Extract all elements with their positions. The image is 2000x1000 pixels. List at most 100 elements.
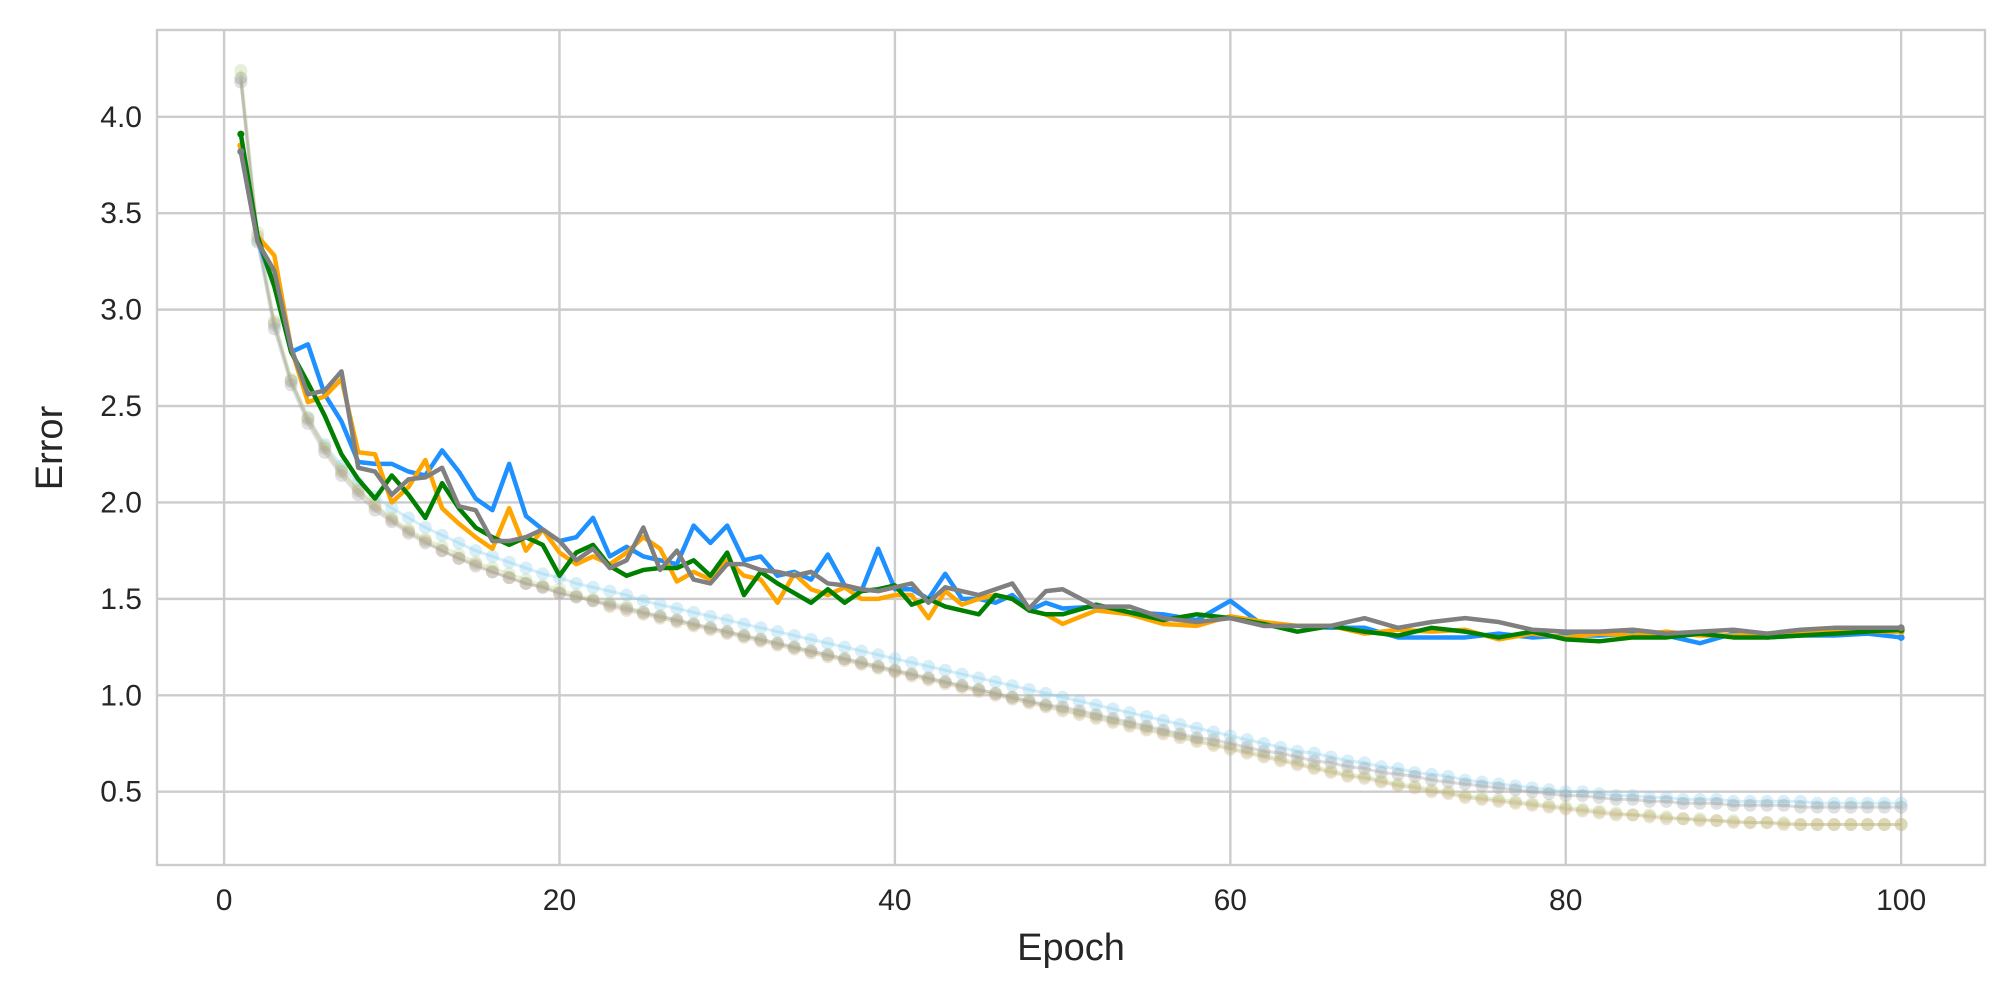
train-point [1274,747,1287,760]
train-point [955,668,968,681]
train-point [1542,801,1555,814]
train-point [989,675,1002,688]
train-point [352,488,365,501]
train-point [1559,803,1572,816]
train-point [1492,795,1505,808]
train-point [1408,781,1421,794]
train-point [1710,814,1723,827]
train-point [1828,801,1841,814]
train-point [1710,797,1723,810]
train-point [888,664,901,677]
train-point [1039,687,1052,700]
train-point [301,417,314,430]
x-tick-label: 0 [216,884,233,917]
train-point [1895,818,1908,831]
train-point [1760,816,1773,829]
train-point [519,562,532,575]
train-point [419,536,432,549]
train-point [1559,789,1572,802]
train-point [805,644,818,657]
train-point [754,633,767,646]
train-point [234,76,247,89]
train-point [1576,789,1589,802]
train-point [1677,812,1690,825]
train-point [603,598,616,611]
y-tick-label: 3.0 [100,294,142,327]
x-tick-label: 60 [1214,884,1247,917]
train-point [955,679,968,692]
validation-start-point [237,131,244,138]
train-point [1777,799,1790,812]
train-point [1392,768,1405,781]
train-point [536,567,549,580]
train-point [838,652,851,665]
train-point [704,621,717,634]
train-point [872,648,885,661]
train-point [654,610,667,623]
train-point [1509,797,1522,810]
train-point [1526,785,1539,798]
train-point [1257,745,1270,758]
train-point [1459,791,1472,804]
y-tick-label: 2.0 [100,486,142,519]
train-point [1207,733,1220,746]
train-point [1241,741,1254,754]
train-point [1794,818,1807,831]
train-point [1425,774,1438,787]
train-point [1811,818,1824,831]
train-point [805,633,818,646]
train-point [385,515,398,528]
train-point [1123,716,1136,729]
y-tick-label: 4.0 [100,101,142,134]
train-point [855,644,868,657]
train-point [1006,679,1019,692]
train-point [922,660,935,673]
train-point [872,660,885,673]
train-point [1593,791,1606,804]
train-point [570,590,583,603]
train-point [469,544,482,557]
train-point [503,556,516,569]
train-point [1291,751,1304,764]
train-point [1442,776,1455,789]
x-tick-label: 20 [543,884,576,917]
train-point [536,581,549,594]
train-point [1492,781,1505,794]
train-point [1056,700,1069,713]
x-tick-label: 100 [1876,884,1926,917]
train-point [1626,808,1639,821]
train-point [1475,793,1488,806]
train-point [737,617,750,630]
train-point [737,629,750,642]
train-point [1526,799,1539,812]
train-point [1643,810,1656,823]
train-point [721,625,734,638]
y-axis-label: Error [29,405,71,490]
train-point [1861,818,1874,831]
train-point [788,629,801,642]
train-point [318,446,331,459]
train-point [939,675,952,688]
train-point [1643,795,1656,808]
train-point [519,577,532,590]
train-point [771,637,784,650]
train-point [1844,818,1857,831]
train-point [436,529,449,542]
train-point [1861,801,1874,814]
plot-area [157,30,1985,865]
train-point [687,606,700,619]
train-point [335,469,348,482]
train-point [821,648,834,661]
train-point [1693,814,1706,827]
train-point [1542,787,1555,800]
train-point [1475,779,1488,792]
train-point [1576,805,1589,818]
train-point [570,577,583,590]
train-point [637,606,650,619]
train-point [905,668,918,681]
train-point [1442,787,1455,800]
train-point [486,550,499,563]
train-point [1341,760,1354,773]
train-point [670,614,683,627]
train-point [637,594,650,607]
